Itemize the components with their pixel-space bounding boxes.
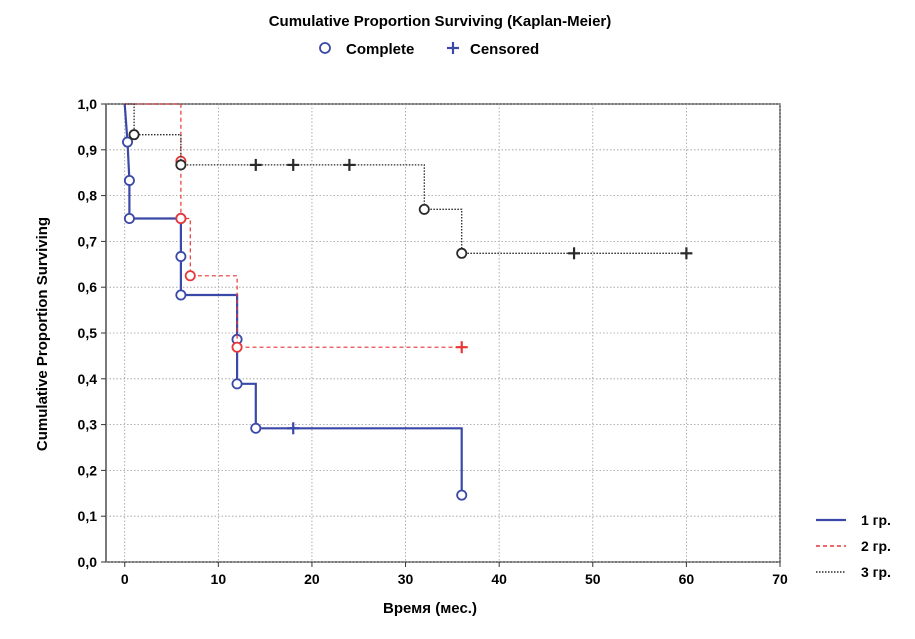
y-tick-label: 0,6: [78, 279, 98, 295]
complete-point: [175, 212, 187, 224]
complete-point: [418, 203, 430, 215]
censored-point: [568, 247, 581, 260]
x-tick-label: 0: [121, 571, 129, 587]
series-3-line: [124, 103, 687, 254]
complete-point: [175, 159, 187, 171]
x-axis-ticks: 0 10 20 30 40 50 60 70: [121, 562, 788, 587]
x-tick-label: 60: [679, 571, 695, 587]
censored-point: [287, 158, 300, 171]
x-tick-label: 30: [398, 571, 414, 587]
series-legend: 1 гр. 2 гр. 3 гр.: [816, 512, 891, 580]
complete-point: [231, 341, 243, 353]
complete-point: [456, 489, 468, 501]
y-tick-label: 0,0: [78, 554, 98, 570]
complete-point: [456, 247, 468, 259]
complete-point: [231, 378, 243, 390]
complete-point: [123, 174, 135, 186]
y-tick-label: 0,7: [78, 233, 98, 249]
legend-series-label: 1 гр.: [861, 512, 891, 528]
y-axis-label: Cumulative Proportion Surviving: [34, 217, 51, 451]
complete-point: [175, 289, 187, 301]
censored-point: [287, 422, 300, 435]
series-3: [124, 103, 693, 260]
legend-series-label: 2 гр.: [861, 538, 891, 554]
complete-point: [175, 251, 187, 263]
y-tick-label: 0,8: [78, 188, 98, 204]
series-layer: [122, 103, 693, 501]
plot-area: [105, 103, 781, 563]
legend-complete-label: Complete: [346, 41, 414, 58]
y-tick-label: 0,9: [78, 142, 98, 158]
legend-censored-label: Censored: [470, 41, 539, 58]
complete-point: [122, 136, 134, 148]
complete-point: [250, 422, 262, 434]
x-axis-label: Время (мес.): [383, 600, 477, 617]
y-tick-label: 0,2: [78, 462, 98, 478]
censored-point: [343, 158, 356, 171]
y-tick-label: 0,4: [78, 371, 98, 387]
y-tick-label: 0,3: [78, 417, 98, 433]
censored-point: [455, 341, 468, 354]
chart-title: Cumulative Proportion Surviving (Kaplan-…: [269, 13, 612, 30]
complete-point: [123, 212, 135, 224]
series-2-line: [124, 103, 462, 348]
y-axis-ticks: 0,0 0,1 0,2 0,3 0,4 0,5 0,6 0,7 0,8 0,9 1,0: [78, 96, 106, 570]
y-tick-label: 0,1: [78, 508, 98, 524]
gridlines: [106, 103, 781, 563]
censored-point: [680, 247, 693, 260]
y-tick-label: 1,0: [78, 96, 98, 112]
x-tick-label: 50: [585, 571, 601, 587]
x-tick-label: 40: [491, 571, 507, 587]
legend-series-label: 3 гр.: [861, 564, 891, 580]
y-tick-label: 0,5: [78, 325, 98, 341]
x-tick-label: 70: [772, 571, 788, 587]
complete-marker-icon: [319, 42, 331, 54]
censored-point: [249, 158, 262, 171]
censored-marker-icon: [447, 42, 459, 54]
complete-point: [184, 270, 196, 282]
x-tick-label: 10: [211, 571, 227, 587]
x-tick-label: 20: [304, 571, 320, 587]
series-2: [124, 103, 468, 354]
complete-point: [128, 129, 140, 141]
marker-legend: Complete Censored: [319, 41, 539, 58]
series-1-line: [123, 103, 463, 496]
